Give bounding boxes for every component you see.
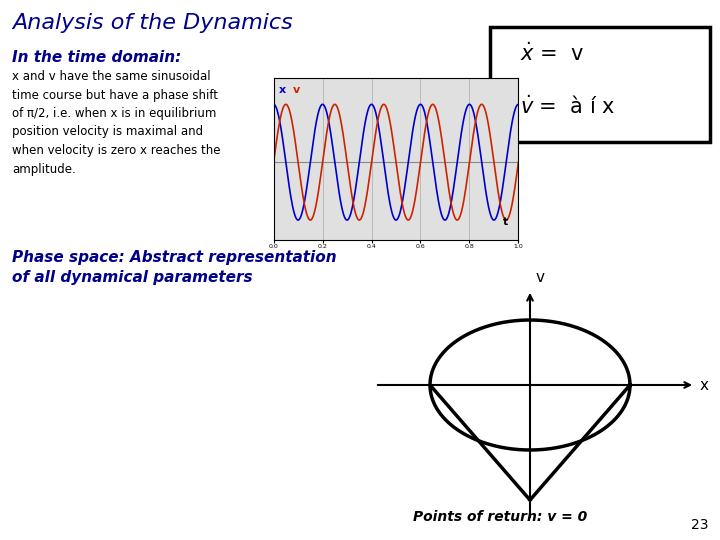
- Text: x: x: [279, 85, 286, 95]
- Text: Points of return: v = 0: Points of return: v = 0: [413, 510, 587, 524]
- Text: In the time domain:: In the time domain:: [12, 50, 181, 65]
- Text: $\dot{v}$ =  à í x: $\dot{v}$ = à í x: [520, 96, 616, 118]
- Text: x and v have the same sinusoidal
time course but have a phase shift
of π/2, i.e.: x and v have the same sinusoidal time co…: [12, 70, 220, 176]
- Text: Phase space: Abstract representation
of all dynamical parameters: Phase space: Abstract representation of …: [12, 250, 337, 285]
- Text: x: x: [700, 377, 709, 393]
- Bar: [490, 27, 710, 142]
- Text: Analysis of the Dynamics: Analysis of the Dynamics: [12, 13, 293, 33]
- Text: t: t: [503, 217, 508, 227]
- Text: v: v: [536, 270, 545, 285]
- Text: v: v: [293, 85, 300, 95]
- Text: 23: 23: [690, 518, 708, 532]
- Text: $\dot{x}$ =  v: $\dot{x}$ = v: [520, 43, 584, 65]
